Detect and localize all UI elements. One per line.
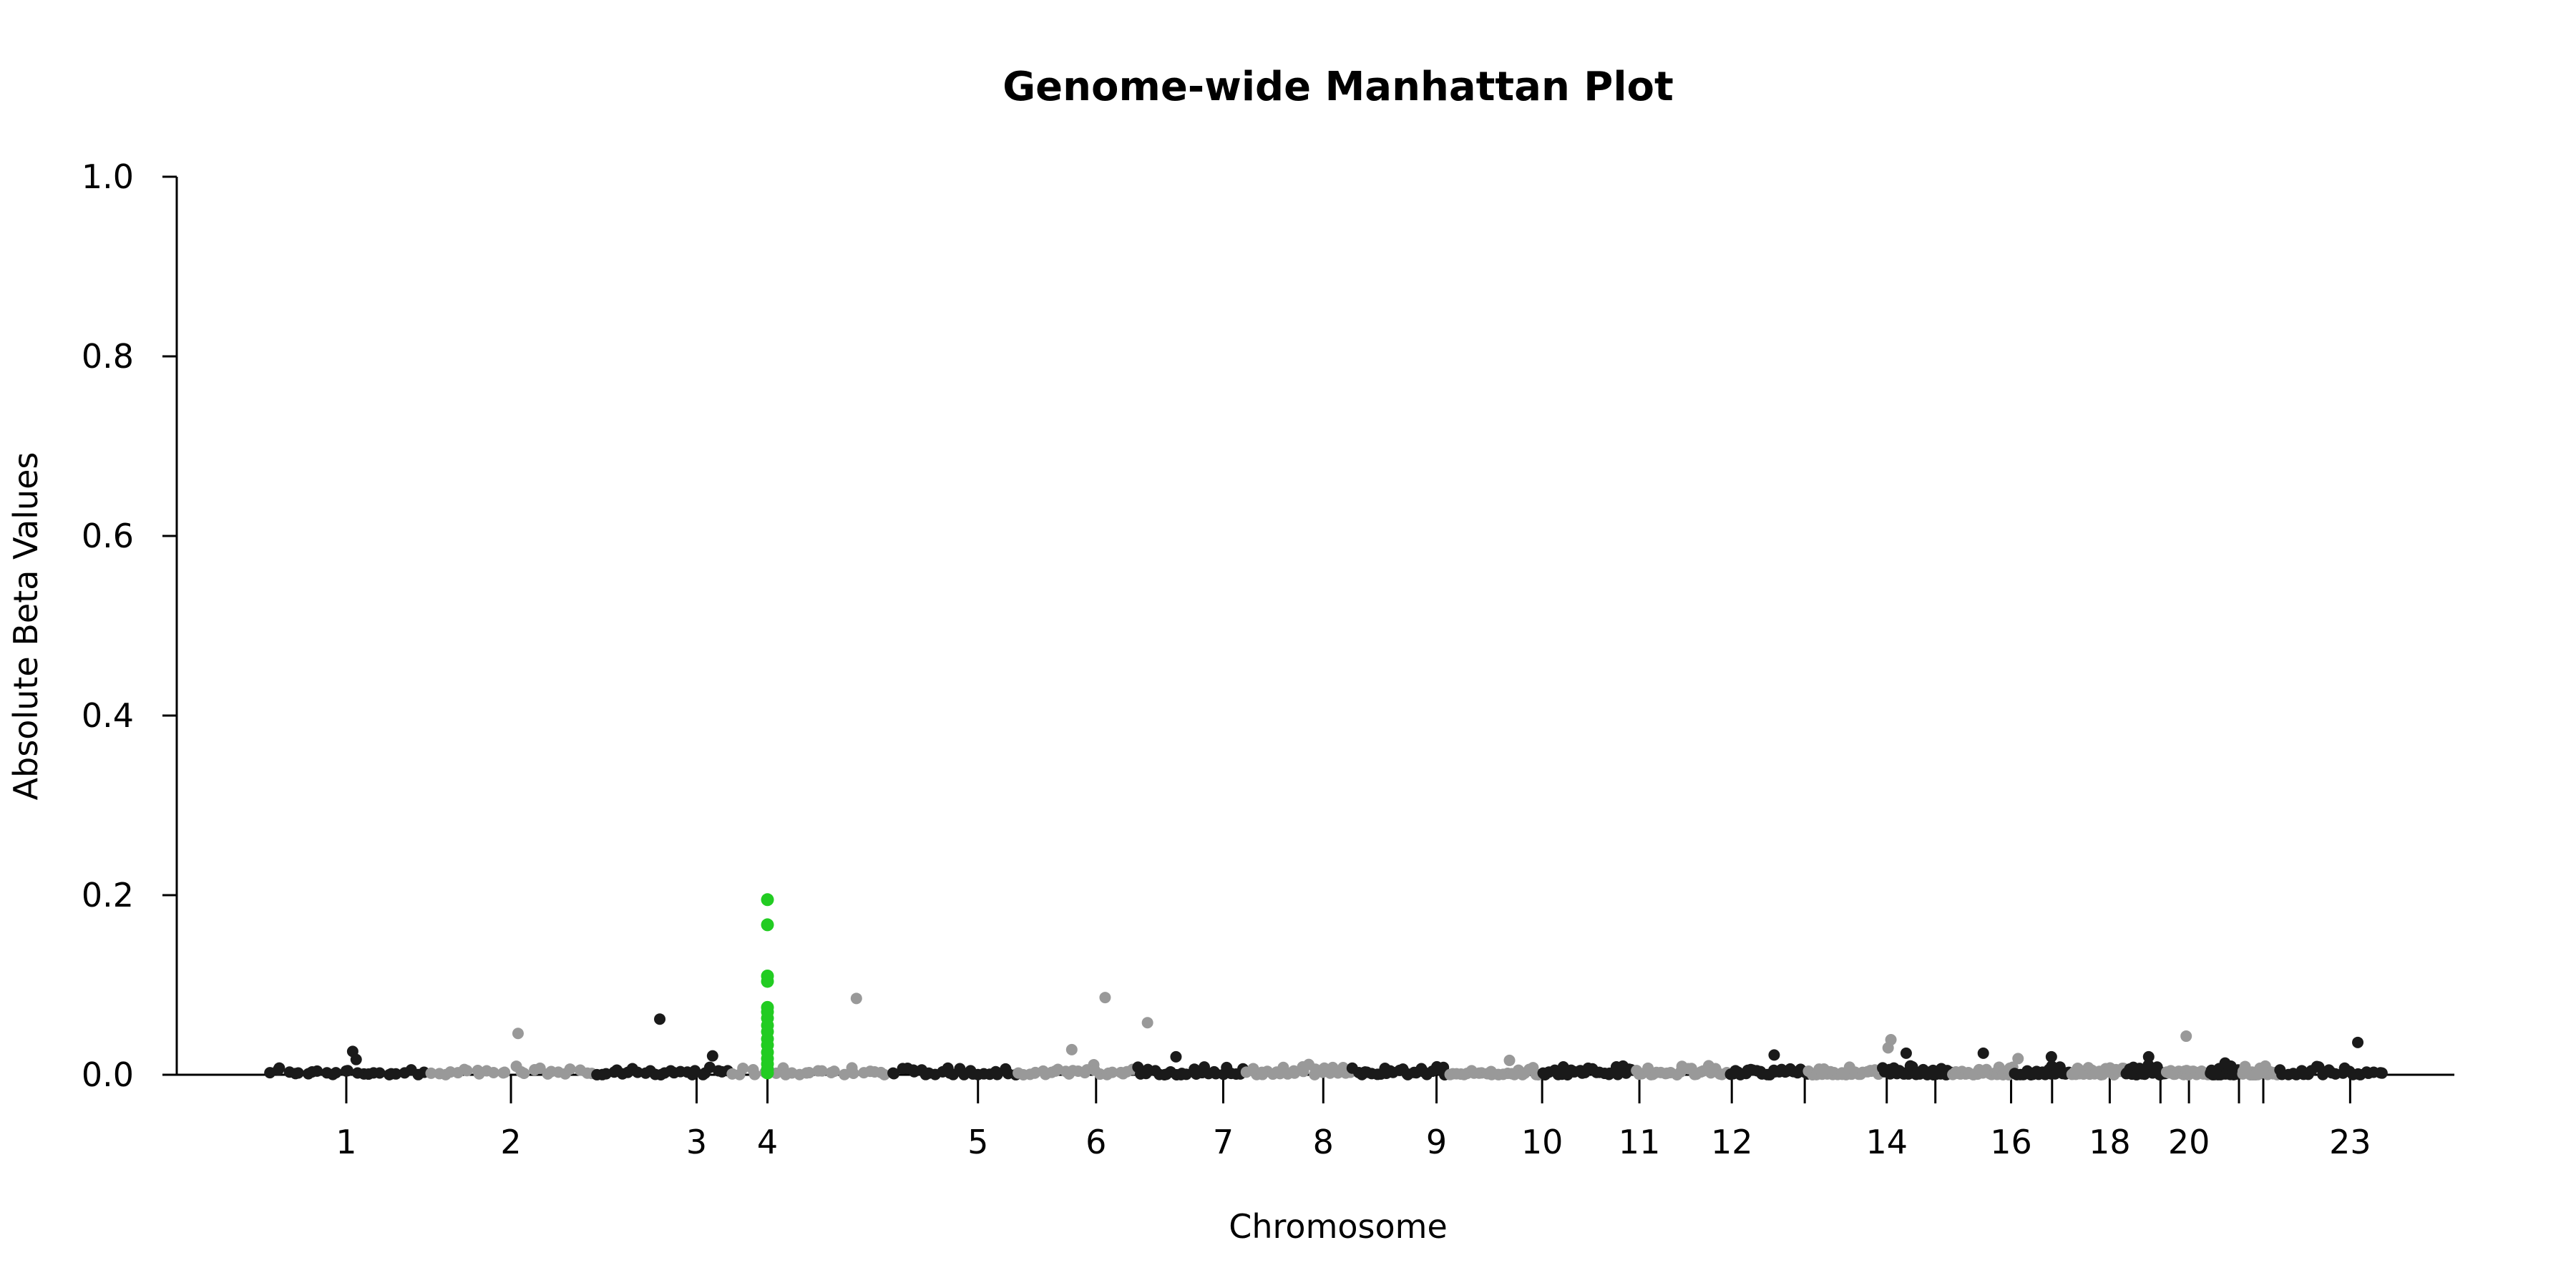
data-point [878, 1068, 890, 1080]
data-point [654, 1013, 666, 1025]
y-tick-label: 0.4 [82, 696, 134, 735]
x-tick-label: 11 [1619, 1123, 1661, 1161]
x-axis: 1 2 3 4 5 6 7 8 9 10 11 12 14 16 18 20 23 [177, 1073, 2454, 1161]
x-tick-label: 2 [500, 1123, 521, 1161]
data-point [2376, 1067, 2388, 1079]
data-point [803, 1067, 815, 1079]
data-point [341, 1065, 353, 1077]
chart-title: Genome-wide Manhattan Plot [1002, 64, 1674, 110]
data-point [292, 1067, 304, 1079]
x-tick-label: 16 [1990, 1123, 2032, 1161]
data-point [1106, 1066, 1118, 1078]
data-point [828, 1065, 840, 1078]
y-tick-label: 0.2 [82, 876, 134, 914]
data-point [1900, 1047, 1912, 1059]
x-tick-label: 3 [686, 1123, 707, 1161]
data-point [330, 1067, 342, 1079]
data-point [888, 1068, 900, 1080]
data-point [564, 1063, 576, 1075]
data-point [991, 1068, 1003, 1080]
x-tick-label: 20 [2168, 1123, 2210, 1161]
data-point [350, 1053, 362, 1065]
data-point [512, 1028, 524, 1040]
highlight-point [761, 918, 774, 932]
data-point [1099, 992, 1111, 1004]
x-tick-label: 12 [1711, 1123, 1753, 1161]
data-point [2219, 1057, 2231, 1069]
x-tick-label: 9 [1426, 1123, 1447, 1161]
data-point [2045, 1050, 2057, 1063]
y-tick-label: 0.0 [82, 1055, 134, 1094]
highlight-point [761, 1066, 774, 1080]
x-tick-label: 7 [1213, 1123, 1234, 1161]
y-axis-label: Absolute Beta Values [6, 452, 45, 801]
highlight-point [761, 893, 774, 907]
x-tick-label: 4 [757, 1123, 778, 1161]
data-point [737, 1062, 749, 1074]
y-axis: 0.0 0.2 0.4 0.6 0.8 1.0 [82, 157, 178, 1094]
data-point [273, 1062, 286, 1074]
data-point [1170, 1050, 1182, 1063]
data-point [1503, 1054, 1516, 1066]
data-point [703, 1061, 716, 1073]
data-point [390, 1068, 402, 1080]
data-point [1141, 1017, 1153, 1029]
data-point [816, 1065, 828, 1077]
x-tick-label: 18 [2089, 1123, 2131, 1161]
y-tick-label: 0.8 [82, 337, 134, 376]
data-point [2012, 1053, 2024, 1065]
data-point [1289, 1067, 1301, 1079]
data-point [1065, 1043, 1078, 1055]
x-tick-label: 6 [1085, 1123, 1106, 1161]
x-tick-label: 8 [1313, 1123, 1334, 1161]
data-points [264, 893, 2388, 1080]
x-tick-label: 14 [1865, 1123, 1908, 1161]
data-point [374, 1067, 386, 1079]
data-point [1882, 1042, 1894, 1054]
data-point [461, 1065, 473, 1077]
highlight-point [761, 975, 774, 988]
data-point [850, 992, 862, 1005]
x-axis-label: Chromosome [1229, 1207, 1448, 1246]
data-point [1977, 1047, 1989, 1059]
data-point [487, 1066, 499, 1078]
x-tick-label: 23 [2329, 1123, 2371, 1161]
data-point [1768, 1049, 1780, 1061]
data-point [499, 1066, 511, 1078]
data-point [2180, 1030, 2192, 1043]
x-tick-label: 5 [967, 1123, 988, 1161]
data-point [847, 1068, 859, 1080]
x-tick-label: 10 [1521, 1123, 1563, 1161]
data-point [839, 1068, 851, 1080]
data-point [748, 1068, 761, 1080]
y-tick-label: 0.6 [82, 517, 134, 555]
data-point [2352, 1036, 2364, 1048]
data-point [518, 1067, 530, 1079]
y-tick-label: 1.0 [82, 157, 134, 196]
data-point [2142, 1050, 2155, 1063]
data-point [311, 1065, 323, 1077]
data-point [425, 1067, 437, 1079]
x-tick-label: 1 [336, 1123, 356, 1161]
data-point [706, 1050, 718, 1062]
